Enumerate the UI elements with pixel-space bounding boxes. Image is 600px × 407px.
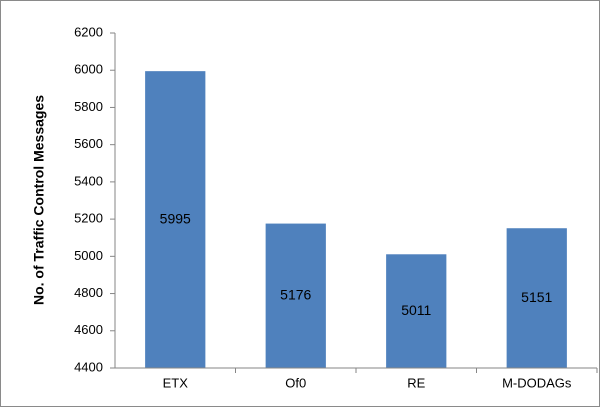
x-tick-label: ETX: [163, 375, 189, 390]
bar: [386, 254, 447, 368]
bar: [265, 223, 326, 368]
y-tick-label: 6200: [74, 24, 103, 39]
x-tick-label: Of0: [285, 375, 306, 390]
x-tick-label: RE: [407, 375, 425, 390]
y-axis-label: No. of Traffic Control Messages: [31, 95, 47, 305]
x-tick-label: M-DODAGs: [502, 375, 572, 390]
y-tick-label: 5600: [74, 136, 103, 151]
y-tick-label: 6000: [74, 62, 103, 77]
data-label: 5995: [160, 210, 191, 226]
data-label: 5151: [521, 289, 552, 305]
y-tick-label: 4400: [74, 359, 103, 374]
data-label: 5011: [401, 302, 431, 318]
y-tick-label: 4800: [74, 285, 103, 300]
bar: [506, 228, 567, 368]
bar: [145, 71, 206, 369]
y-tick-label: 4600: [74, 322, 103, 337]
y-tick-label: 5400: [74, 173, 103, 188]
data-label: 5176: [280, 286, 311, 302]
y-tick-label: 5000: [74, 248, 103, 263]
y-tick-label: 5800: [74, 99, 103, 114]
y-tick-label: 5200: [74, 211, 103, 226]
